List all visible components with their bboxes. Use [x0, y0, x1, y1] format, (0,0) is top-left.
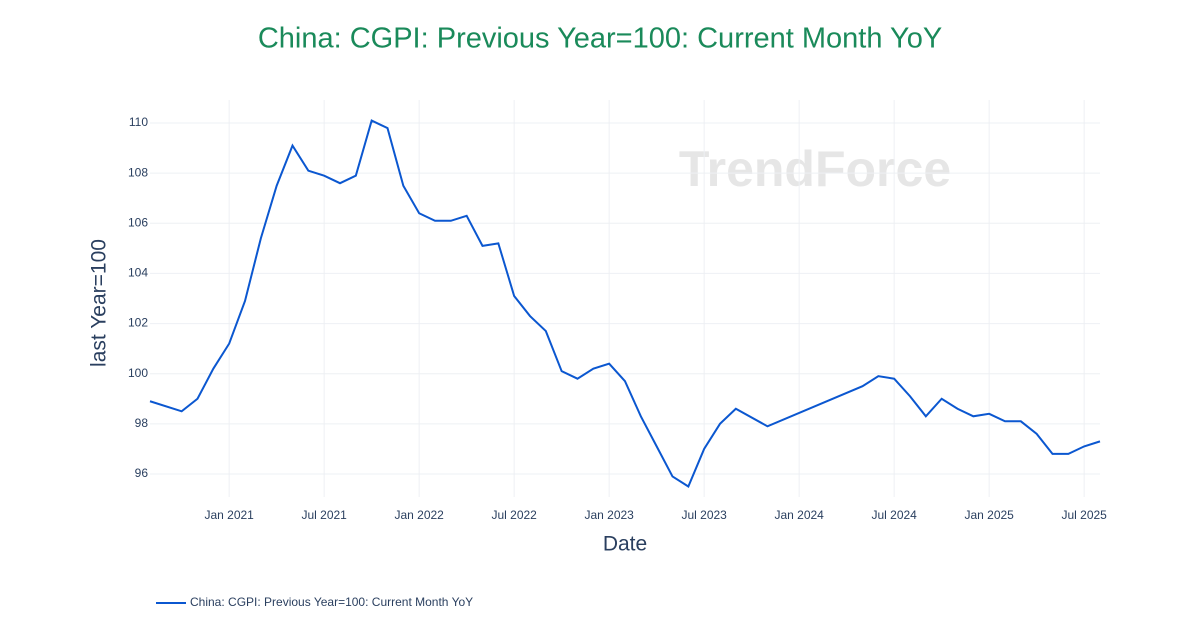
x-tick-label: Jan 2022	[394, 508, 444, 522]
x-tick-label: Jul 2023	[681, 508, 727, 522]
x-tick-label: Jan 2021	[204, 508, 254, 522]
x-tick-label: Jul 2021	[301, 508, 347, 522]
x-tick-label: Jul 2025	[1061, 508, 1107, 522]
x-axis-title: Date	[603, 533, 647, 556]
y-tick-label: 102	[128, 316, 148, 330]
data-line	[149, 119, 1101, 488]
watermark: TrendForce	[679, 141, 951, 197]
x-tick-label: Jul 2024	[871, 508, 917, 522]
y-tick-label: 100	[128, 366, 148, 380]
y-tick-label: 104	[128, 266, 148, 280]
legend-label: China: CGPI: Previous Year=100: Current …	[190, 595, 473, 609]
y-tick-label: 106	[128, 215, 148, 229]
chart-title: China: CGPI: Previous Year=100: Current …	[258, 23, 942, 55]
x-tick-label: Jul 2022	[491, 508, 537, 522]
x-tick-label: Jan 2023	[584, 508, 634, 522]
y-tick-label: 110	[129, 115, 148, 129]
y-tick-label: 96	[135, 466, 149, 480]
y-tick-label: 98	[135, 416, 149, 430]
y-axis-title: last Year=100	[88, 239, 111, 367]
x-tick-label: Jan 2024	[774, 508, 824, 522]
y-tick-label: 108	[128, 165, 148, 179]
x-tick-label: Jan 2025	[964, 508, 1014, 522]
